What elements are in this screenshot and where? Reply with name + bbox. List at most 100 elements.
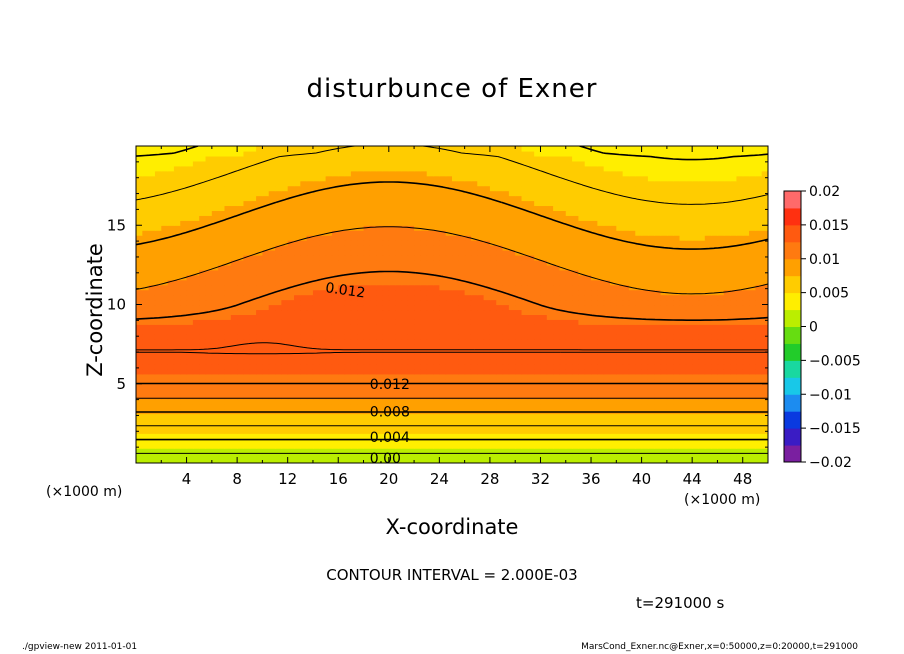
field-cell — [275, 368, 282, 375]
field-cell — [730, 358, 737, 365]
field-cell — [281, 264, 289, 271]
field-cell — [344, 433, 352, 439]
field-cell — [357, 279, 365, 286]
field-cell — [572, 388, 579, 395]
field-cell — [344, 428, 352, 434]
field-cell — [666, 428, 674, 434]
field-cell — [338, 363, 346, 370]
field-cell — [616, 334, 624, 340]
field-cell — [439, 388, 447, 395]
field-cell — [749, 413, 756, 420]
field-cell — [527, 259, 535, 266]
field-cell — [433, 299, 440, 306]
field-cell — [711, 438, 719, 444]
field-cell — [704, 443, 712, 449]
field-cell — [515, 418, 523, 424]
field-cell — [483, 294, 491, 301]
field-cell — [249, 250, 257, 256]
field-cell — [167, 245, 175, 251]
field-cell — [142, 443, 150, 449]
field-cell — [218, 363, 226, 370]
field-cell — [603, 250, 611, 256]
field-cell — [148, 220, 156, 226]
field-cell — [300, 383, 308, 390]
field-cell — [641, 339, 649, 345]
field-cell — [249, 438, 257, 444]
field-cell — [572, 344, 579, 350]
field-cell — [312, 324, 320, 330]
field-cell — [584, 383, 592, 390]
field-cell — [344, 284, 352, 291]
field-cell — [654, 458, 662, 463]
field-cell — [192, 403, 200, 410]
field-cell — [755, 428, 763, 434]
field-cell — [572, 438, 579, 444]
field-cell — [376, 398, 384, 405]
field-cell — [401, 284, 409, 291]
field-cell — [610, 398, 617, 405]
field-cell — [275, 289, 282, 296]
field-cell — [717, 309, 725, 315]
field-cell — [199, 235, 207, 241]
field-cell — [736, 378, 744, 385]
field-cell — [445, 254, 453, 261]
field-cell — [167, 433, 175, 439]
field-cell — [534, 373, 542, 380]
field-cell — [407, 358, 415, 365]
field-cell — [420, 363, 428, 370]
field-cell — [559, 339, 567, 345]
field-cell — [325, 299, 333, 306]
field-cell — [666, 240, 674, 246]
field-cell — [540, 230, 548, 236]
field-cell — [610, 418, 617, 424]
field-cell — [414, 413, 421, 420]
field-cell — [237, 428, 245, 434]
field-cell — [546, 299, 554, 306]
field-cell — [275, 324, 282, 330]
field-cell — [755, 240, 763, 246]
field-cell — [420, 254, 428, 261]
field-cell — [363, 334, 371, 340]
field-cell — [357, 413, 365, 420]
field-cell — [591, 458, 598, 463]
field-cell — [730, 344, 737, 350]
field-cell — [540, 339, 548, 345]
field-cell — [331, 235, 339, 241]
field-cell — [591, 294, 598, 301]
field-cell — [749, 274, 756, 281]
field-cell — [281, 299, 289, 306]
field-cell — [749, 344, 756, 350]
field-cell — [597, 368, 605, 375]
field-cell — [635, 438, 643, 444]
field-cell — [262, 274, 270, 281]
field-cell — [591, 220, 598, 226]
field-cell — [458, 334, 466, 340]
field-cell — [262, 334, 270, 340]
field-cell — [237, 274, 245, 281]
field-cell — [660, 458, 668, 463]
field-cell — [540, 358, 548, 365]
field-cell — [717, 284, 725, 291]
field-cell — [395, 299, 403, 306]
field-cell — [477, 245, 485, 251]
field-cell — [256, 378, 263, 385]
field-cell — [749, 393, 756, 400]
field-cell — [458, 254, 466, 261]
field-cell — [136, 398, 143, 405]
field-cell — [426, 418, 434, 424]
field-cell — [635, 220, 643, 226]
field-cell — [679, 438, 687, 444]
field-cell — [553, 309, 561, 315]
field-cell — [761, 398, 768, 405]
field-cell — [312, 250, 320, 256]
field-cell — [540, 259, 548, 266]
field-cell — [761, 413, 768, 420]
field-cell — [723, 254, 731, 261]
field-cell — [521, 438, 529, 444]
field-cell — [749, 230, 756, 236]
field-cell — [597, 354, 605, 360]
field-cell — [527, 240, 535, 246]
field-cell — [717, 383, 725, 390]
field-cell — [521, 264, 529, 271]
field-cell — [382, 373, 390, 380]
